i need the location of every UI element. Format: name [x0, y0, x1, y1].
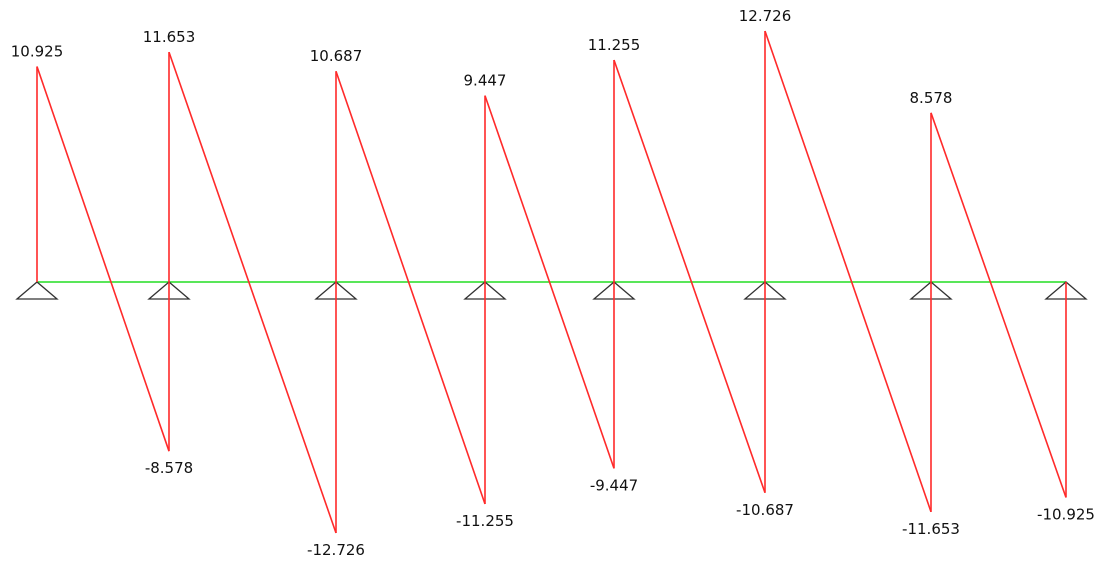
span-6-end-value-label: -11.653	[902, 520, 960, 538]
span-4-start-value-label: 9.447	[464, 72, 507, 90]
span-4-end-value-label: -9.447	[590, 476, 638, 494]
span-1-shear-line	[36, 66, 170, 452]
span-2-shear-line	[168, 51, 337, 534]
span-7-start-value-label: 8.578	[910, 89, 953, 107]
span-1-start-value-label: 10.925	[11, 43, 64, 61]
span-4-shear-line	[484, 95, 615, 469]
span-1-end-value-label: -8.578	[145, 459, 193, 477]
span-7-shear-line	[930, 112, 1067, 498]
span-6-shear-line	[764, 30, 932, 513]
span-3-end-value-label: -11.255	[456, 512, 514, 530]
span-5-start-value-label: 11.255	[588, 36, 641, 54]
span-7-end-value-label: -10.925	[1037, 505, 1095, 523]
span-5-end-value-label: -10.687	[736, 501, 794, 519]
span-3-shear-line	[335, 70, 486, 505]
support-1-icon	[15, 281, 59, 300]
span-6-start-value-label: 12.726	[739, 7, 792, 25]
span-2-start-value-label: 11.653	[143, 28, 196, 46]
span-5-shear-line	[613, 59, 766, 494]
span-3-start-value-label: 10.687	[310, 47, 363, 65]
span-2-end-value-label: -12.726	[307, 541, 365, 556]
